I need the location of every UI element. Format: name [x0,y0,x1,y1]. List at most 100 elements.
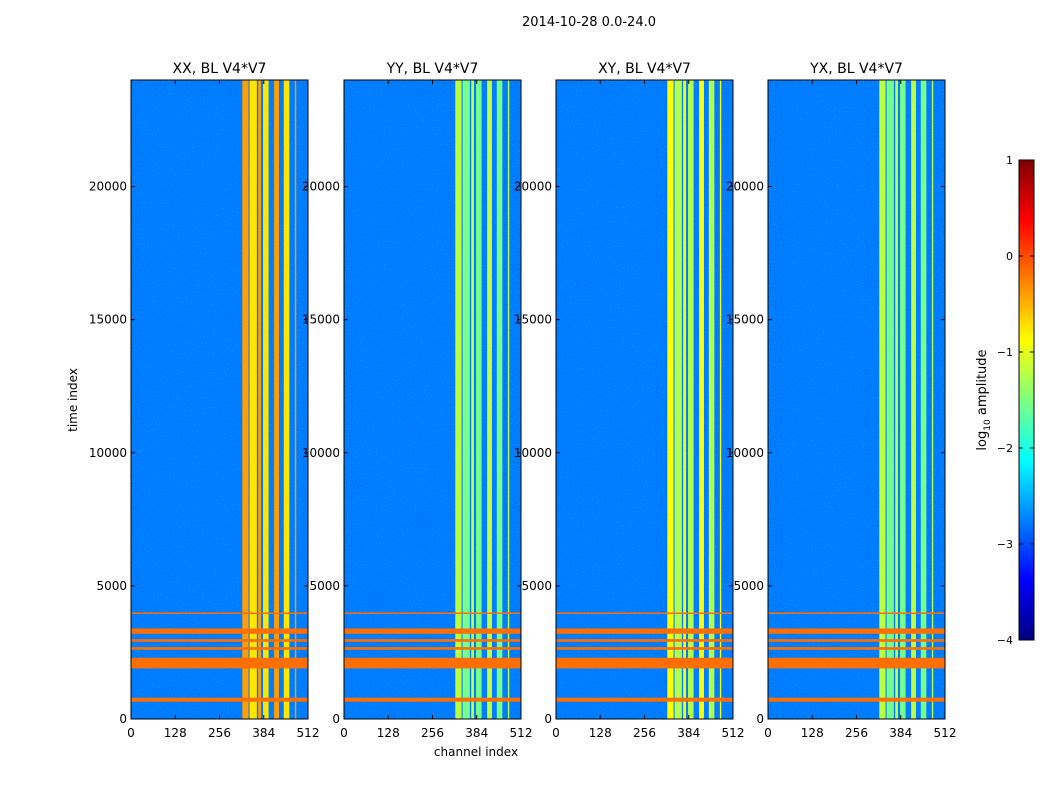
heatmap-band [496,80,503,719]
heatmap-flagged-row [131,612,308,614]
heatmap-flagged-row [344,612,521,614]
y-tick-label: 20000 [726,180,764,194]
x-tick-label: 0 [764,726,772,740]
x-tick-label: 384 [677,726,700,740]
x-tick-label: 128 [801,726,824,740]
x-axis-label: channel index [434,745,518,759]
colorbar-gradient [1018,159,1035,641]
heatmap-band [258,80,261,719]
heatmap-band [455,80,462,719]
heatmap-flagged-row [556,628,733,634]
heatmap-noise [131,80,308,719]
panel-title: XX, BL V4*V7 [173,61,267,77]
y-tick-label: 0 [119,712,127,726]
heatmap-flagged-row [556,657,733,669]
colorbar-tick-label: −1 [997,346,1013,359]
heatmap-band [708,80,715,719]
y-tick-label: 10000 [514,446,552,460]
x-tick-label: 512 [722,726,745,740]
colorbar-label-suffix: amplitude [975,349,990,419]
heatmap-noise [556,80,733,719]
heatmap-flagged-row [344,647,521,650]
heatmap-flagged-row [131,697,308,702]
colorbar-tick-label: 0 [1006,250,1013,263]
heatmap-band [683,80,686,719]
y-tick-label: 0 [544,712,552,726]
y-tick-label: 5000 [96,579,127,593]
colorbar-ticks: 1 0 −1 −2 −3 −4 [997,154,1034,647]
y-tick-label: 5000 [309,579,340,593]
heatmap-band [900,80,906,719]
heatmap-band [895,80,898,719]
figure-suptitle: 2014-10-28 0.0-24.0 [522,15,656,30]
panel-title: XY, BL V4*V7 [598,61,691,77]
heatmap-flagged-row [556,647,733,650]
heatmap-band [719,80,722,719]
y-tick-label: 15000 [302,313,340,327]
heatmap-flagged-row [131,639,308,642]
heatmap-band [249,80,257,719]
heatmap-flagged-row [131,657,308,669]
heatmap-flagged-row [131,647,308,650]
colorbar-tick-label: −2 [997,442,1013,455]
panel-1: XX, BL V4*V7 0 128 256 384 512 0 5000 10000 15000… [66,61,319,740]
heatmap-flagged-row [344,657,521,669]
y-tick-label: 0 [756,712,764,726]
x-tick-label: 128 [164,726,187,740]
heatmap-flagged-row [768,612,945,614]
colorbar-tick-label: 1 [1006,154,1013,167]
y-tick-label: 20000 [514,180,552,194]
x-tick-label: 384 [252,726,275,740]
heatmap-band [920,80,927,719]
x-tick-label: 0 [340,726,348,740]
colorbar-label-subscript: 10 [983,419,993,431]
y-tick-label: 15000 [514,313,552,327]
heatmap-noise [768,80,945,719]
heatmap-flagged-row [768,647,945,650]
x-tick-label: 0 [552,726,560,740]
heatmap-band [476,80,482,719]
heatmap-flagged-row [344,628,521,634]
heatmap-band [283,80,290,719]
y-tick-label: 10000 [726,446,764,460]
x-tick-label: 512 [510,726,533,740]
x-tick-label: 0 [127,726,135,740]
colorbar-label-prefix: log [975,431,990,451]
heatmap-flagged-row [768,697,945,702]
x-tick-label: 128 [589,726,612,740]
heatmap-band [886,80,894,719]
y-tick-label: 20000 [89,180,127,194]
heatmap-flagged-row [556,639,733,642]
x-tick-label: 256 [208,726,231,740]
heatmap-band [471,80,474,719]
x-tick-label: 512 [297,726,320,740]
panels: XX, BL V4*V7 0 128 256 384 512 0 5000 10000 15000… [66,61,956,759]
panel-4: YX, BL V4*V7 0 128 256 384 512 0 5000 10000 15000… [726,61,957,740]
y-axis-label: time index [66,368,80,432]
heatmap-flagged-row [131,628,308,634]
heatmap-band [674,80,682,719]
y-tick-label: 10000 [302,446,340,460]
heatmap-flagged-row [344,697,521,702]
panel-3: XY, BL V4*V7 0 128 256 384 512 0 5000 10000 15000… [514,61,745,740]
y-tick-label: 15000 [89,313,127,327]
colorbar: 10−1−2−3−4 log10 amplitude [975,154,1035,647]
y-tick-label: 5000 [521,579,552,593]
x-tick-label: 256 [845,726,868,740]
panel-title: YY, BL V4*V7 [386,61,479,77]
heatmap-band [294,80,297,719]
heatmap-band [487,80,492,719]
x-tick-label: 256 [633,726,656,740]
heatmap-band [263,80,269,719]
heatmap-band [699,80,704,719]
heatmap-band [879,80,886,719]
heatmap-noise [344,80,521,719]
x-tick-label: 128 [377,726,400,740]
heatmap-flagged-row [768,657,945,669]
y-tick-label: 5000 [733,579,764,593]
heatmap-band [667,80,674,719]
colorbar-tick-label: −4 [997,634,1013,647]
heatmap-flagged-row [556,697,733,702]
panel-2: YY, BL V4*V7 0 128 256 384 512 0 5000 10000 15000… [302,61,533,759]
